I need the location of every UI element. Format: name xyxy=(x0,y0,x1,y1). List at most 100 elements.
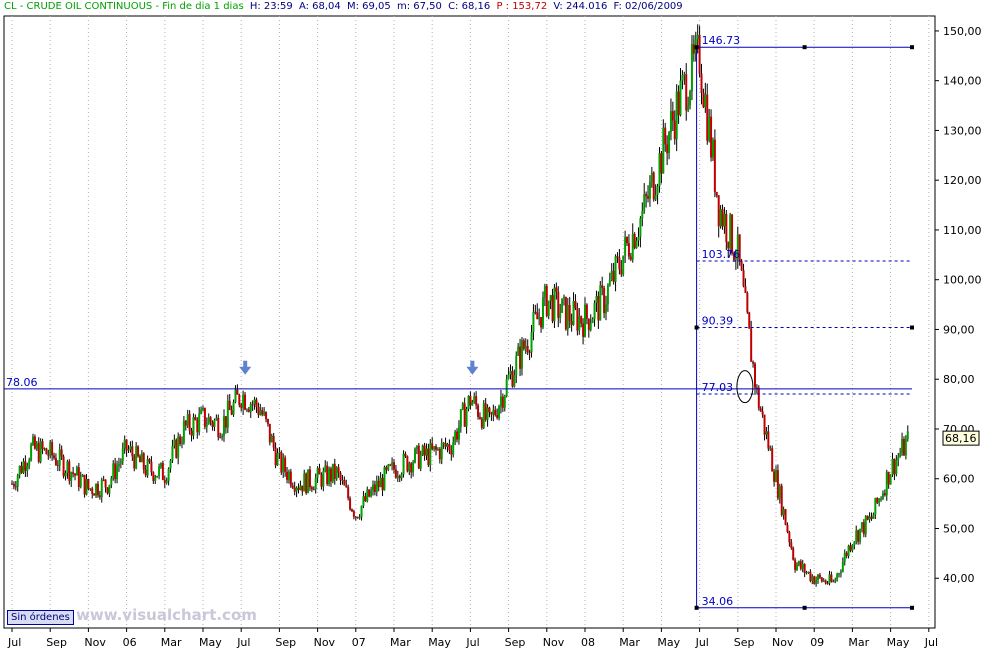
candle-body xyxy=(689,91,692,106)
candle-body xyxy=(553,287,556,322)
candle-body xyxy=(137,446,140,457)
candle-body xyxy=(626,237,629,244)
candle-body xyxy=(612,270,615,282)
candle-body xyxy=(45,448,48,455)
candle-body xyxy=(436,449,439,451)
candle-body xyxy=(301,485,304,492)
candle-body xyxy=(177,436,180,458)
candle-body xyxy=(683,74,686,76)
candle-body xyxy=(138,456,141,463)
candle-body xyxy=(511,371,514,387)
candle-body xyxy=(429,443,432,466)
candle-body xyxy=(410,463,413,473)
candle-body xyxy=(72,472,75,474)
candle-body xyxy=(893,458,896,475)
candle-body xyxy=(119,461,122,464)
x-tick-label: Sep xyxy=(505,636,526,649)
y-tick-label: 40,00 xyxy=(943,572,975,585)
candle-body xyxy=(629,256,632,260)
candle-body xyxy=(350,509,353,512)
down-arrow-stem xyxy=(243,360,248,368)
candle-body xyxy=(755,387,758,389)
candle-body xyxy=(534,311,537,313)
annotation-ellipse xyxy=(736,370,754,404)
candle-body xyxy=(717,195,720,227)
candle-body xyxy=(805,572,808,574)
last-price-label: 68,16 xyxy=(945,432,977,445)
level-label: 77.03 xyxy=(702,381,734,394)
candle-body xyxy=(545,286,548,316)
candle-body xyxy=(606,285,609,305)
x-tick-label: 07 xyxy=(352,636,366,649)
candle-body xyxy=(171,445,174,461)
candle-body xyxy=(499,396,502,407)
candle-body xyxy=(857,530,860,542)
candle-body xyxy=(715,191,718,196)
candle-body xyxy=(801,563,804,569)
candle-body xyxy=(490,412,493,415)
candle-body xyxy=(794,559,797,570)
candle-body xyxy=(22,461,25,473)
candle-body xyxy=(421,445,424,455)
candle-body xyxy=(509,371,512,375)
chart-header: CL - CRUDE OIL CONTINUOUS - Fin de dia 1… xyxy=(4,1,686,12)
orders-badge[interactable]: Sin órdenes xyxy=(7,610,74,625)
candle-body xyxy=(316,468,319,478)
candle-body xyxy=(398,475,401,479)
candle-body xyxy=(859,528,862,542)
candle-body xyxy=(817,574,820,581)
candle-body xyxy=(528,352,531,354)
candle-body xyxy=(24,461,27,471)
candle-body xyxy=(333,463,336,479)
candle-body xyxy=(847,545,850,556)
x-tick-label: May xyxy=(428,636,451,649)
candle-body xyxy=(782,509,785,515)
candle-body xyxy=(685,74,688,111)
x-tick-label: Jul xyxy=(7,636,21,649)
candle-body xyxy=(786,524,789,532)
candle-body xyxy=(473,396,476,402)
candle-body xyxy=(589,323,592,331)
candle-body xyxy=(270,435,273,443)
x-tick-label: Nov xyxy=(772,636,794,649)
x-tick-label: 06 xyxy=(123,636,137,649)
candle-body xyxy=(400,474,403,479)
candle-body xyxy=(230,410,233,415)
candle-body xyxy=(18,465,21,476)
candle-body xyxy=(282,457,285,473)
candle-body xyxy=(792,547,795,560)
candle-body xyxy=(272,435,275,448)
y-tick-label: 130,00 xyxy=(943,124,982,137)
candle-body xyxy=(671,111,674,121)
candle-body xyxy=(308,469,311,488)
candle-body xyxy=(226,400,229,428)
level-label: 90.39 xyxy=(702,315,734,328)
candle-body xyxy=(862,522,865,535)
candle-body xyxy=(669,111,672,133)
candle-body xyxy=(205,424,208,427)
candle-body xyxy=(47,454,50,456)
candle-body xyxy=(498,406,501,418)
candle-body xyxy=(541,297,544,328)
candle-body xyxy=(696,34,699,40)
candle-body xyxy=(549,295,552,301)
last-price-tag xyxy=(942,430,980,446)
candle-body xyxy=(370,490,373,497)
candle-body xyxy=(601,285,604,289)
candle-body xyxy=(396,475,399,478)
header-close: C: 68,16 xyxy=(448,1,491,12)
candle-body xyxy=(656,186,659,195)
candle-body xyxy=(543,286,546,298)
candle-body xyxy=(255,399,258,408)
candle-body xyxy=(87,479,90,489)
candle-body xyxy=(765,431,768,435)
candle-body xyxy=(713,139,716,192)
candle-body xyxy=(140,453,143,463)
y-tick-label: 60,00 xyxy=(943,473,975,486)
x-tick-label: Sep xyxy=(734,636,755,649)
candle-body xyxy=(788,531,791,543)
candle-body xyxy=(725,213,728,243)
candle-body xyxy=(736,234,739,260)
y-tick-label: 90,00 xyxy=(943,323,975,336)
